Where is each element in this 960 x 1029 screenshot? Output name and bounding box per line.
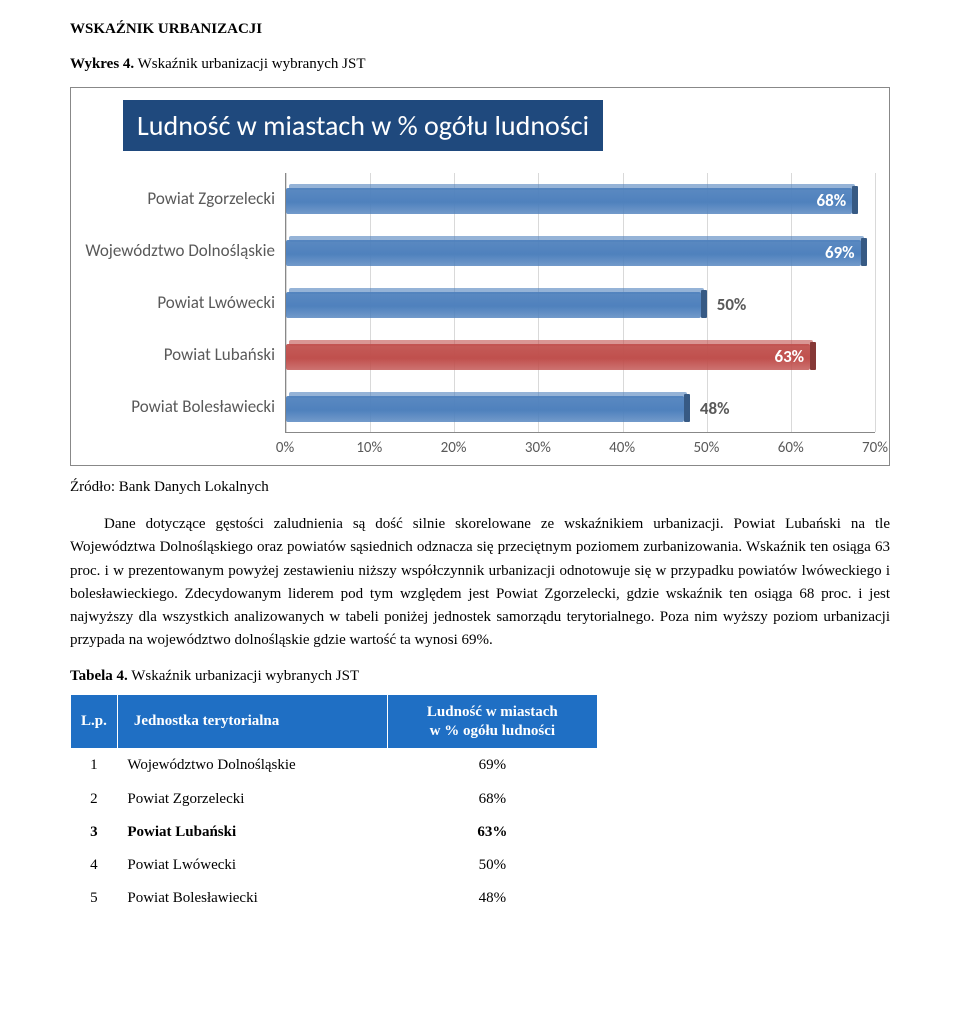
bar — [286, 340, 816, 370]
col-val-line2: w % ogółu ludności — [430, 723, 555, 739]
body-paragraph: Dane dotyczące gęstości zaludnienia są d… — [70, 513, 890, 653]
chart-source: Źródło: Bank Danych Lokalnych — [70, 476, 890, 499]
bar — [286, 288, 707, 318]
cell-lp: 2 — [71, 783, 118, 816]
x-tick: 70% — [862, 437, 888, 460]
table-caption-prefix: Tabela 4. — [70, 668, 128, 684]
chart-caption: Wykres 4. Wskaźnik urbanizacji wybranych… — [70, 53, 890, 76]
cell-value: 50% — [387, 849, 597, 882]
bar-row: 69% — [286, 236, 867, 266]
cell-lp: 1 — [71, 749, 118, 783]
chart-x-axis: 0%10%20%30%40%50%60%70% — [285, 433, 875, 457]
cell-name: Powiat Lwówecki — [117, 849, 387, 882]
col-jt: Jednostka terytorialna — [117, 694, 387, 749]
section-heading: WSKAŹNIK URBANIZACJI — [70, 18, 890, 41]
bar-row: 48% — [286, 392, 690, 422]
col-lp: L.p. — [71, 694, 118, 749]
x-tick: 50% — [693, 437, 719, 460]
bar-face — [286, 292, 701, 318]
table-row: 1Województwo Dolnośląskie69% — [71, 749, 598, 783]
bar-value-label: 48% — [700, 396, 730, 422]
chart-plot: 68%69%50%63%48% 0%10%20%30%40%50%60%70% — [285, 173, 875, 457]
bar — [286, 236, 867, 266]
cell-value: 48% — [387, 882, 597, 915]
x-tick: 60% — [778, 437, 804, 460]
bar-face — [286, 396, 684, 422]
cell-lp: 5 — [71, 882, 118, 915]
chart-body: Powiat ZgorzeleckiWojewództwo Dolnośląsk… — [85, 173, 875, 457]
x-tick: 0% — [276, 437, 294, 460]
y-label: Powiat Bolesławiecki — [85, 381, 285, 433]
bar-row: 63% — [286, 340, 816, 370]
x-tick: 40% — [609, 437, 635, 460]
bar-face — [286, 188, 852, 214]
cell-lp: 4 — [71, 849, 118, 882]
table-caption: Tabela 4. Wskaźnik urbanizacji wybranych… — [70, 665, 890, 688]
bar-value-label: 69% — [825, 240, 855, 266]
y-label: Powiat Zgorzelecki — [85, 173, 285, 225]
bar-face — [286, 344, 810, 370]
x-tick: 20% — [441, 437, 467, 460]
table-header-row: L.p. Jednostka terytorialna Ludność w mi… — [71, 694, 598, 749]
bar-row: 68% — [286, 184, 858, 214]
x-tick: 30% — [525, 437, 551, 460]
y-label: Powiat Lubański — [85, 329, 285, 381]
table-row: 5Powiat Bolesławiecki48% — [71, 882, 598, 915]
cell-name: Powiat Zgorzelecki — [117, 783, 387, 816]
cell-value: 68% — [387, 783, 597, 816]
y-label: Powiat Lwówecki — [85, 277, 285, 329]
cell-value: 63% — [387, 816, 597, 849]
body-paragraph-text: Dane dotyczące gęstości zaludnienia są d… — [70, 516, 890, 648]
table-row: 4Powiat Lwówecki50% — [71, 849, 598, 882]
bar-value-label: 63% — [774, 344, 804, 370]
cell-lp: 3 — [71, 816, 118, 849]
cell-name: Powiat Lubański — [117, 816, 387, 849]
data-table: L.p. Jednostka terytorialna Ludność w mi… — [70, 694, 598, 916]
bar — [286, 392, 690, 422]
table-caption-rest: Wskaźnik urbanizacji wybranych JST — [128, 668, 359, 684]
bar-row: 50% — [286, 288, 707, 318]
bar-side — [852, 186, 858, 214]
col-val-line1: Ludność w miastach — [427, 704, 558, 720]
table-body: 1Województwo Dolnośląskie69%2Powiat Zgor… — [71, 749, 598, 916]
col-val: Ludność w miastach w % ogółu ludności — [387, 694, 597, 749]
cell-value: 69% — [387, 749, 597, 783]
cell-name: Powiat Bolesławiecki — [117, 882, 387, 915]
x-tick: 10% — [356, 437, 382, 460]
cell-name: Województwo Dolnośląskie — [117, 749, 387, 783]
chart-plot-area: 68% 69% 50% 63% 48% — [285, 173, 875, 433]
chart-title: Ludność w miastach w % ogółu ludności — [123, 100, 603, 151]
bar-value-label: 50% — [717, 292, 747, 318]
bar-side — [684, 394, 690, 422]
bar-side — [701, 290, 707, 318]
bar-face — [286, 240, 861, 266]
y-label: Województwo Dolnośląskie — [85, 225, 285, 277]
chart-ylabels: Powiat ZgorzeleckiWojewództwo Dolnośląsk… — [85, 173, 285, 457]
bar-side — [810, 342, 816, 370]
table-row: 2Powiat Zgorzelecki68% — [71, 783, 598, 816]
bar-side — [861, 238, 867, 266]
chart-container: Ludność w miastach w % ogółu ludności Po… — [70, 87, 890, 466]
gridline — [875, 173, 876, 432]
table-row: 3Powiat Lubański63% — [71, 816, 598, 849]
bar-value-label: 68% — [817, 188, 847, 214]
chart-caption-prefix: Wykres 4. — [70, 56, 134, 72]
chart-caption-rest: Wskaźnik urbanizacji wybranych JST — [134, 56, 365, 72]
bar — [286, 184, 858, 214]
